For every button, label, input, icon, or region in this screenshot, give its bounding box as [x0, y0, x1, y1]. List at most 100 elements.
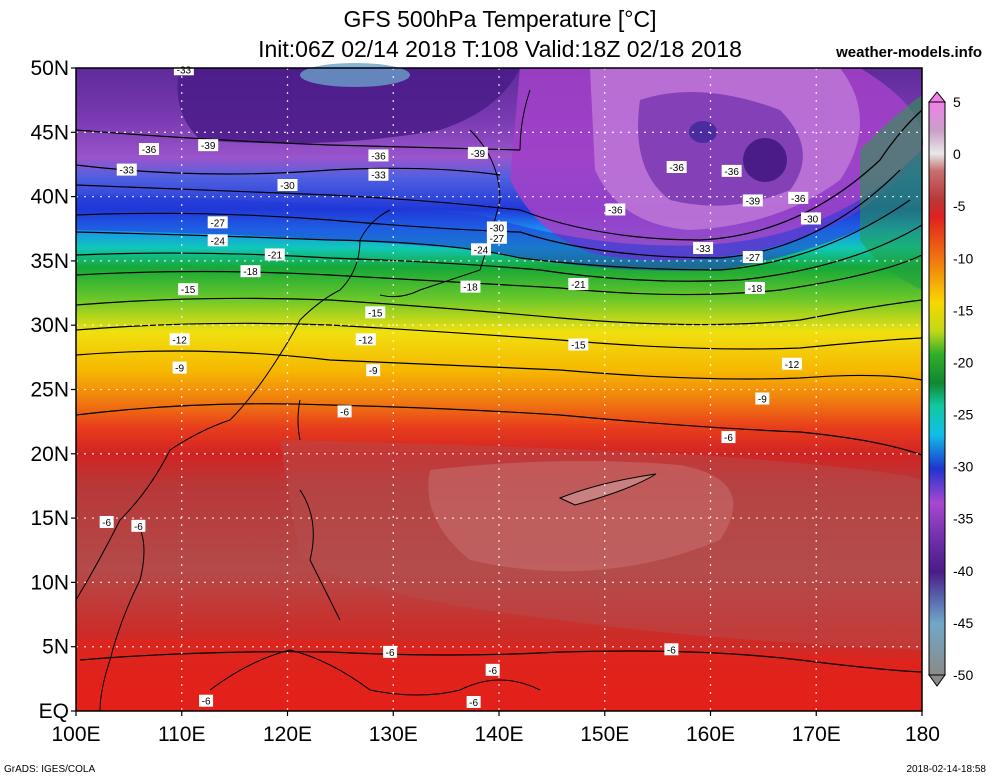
northern-cold-band — [177, 68, 520, 144]
colorbar-label: -40 — [953, 563, 973, 579]
contour-label-box — [693, 242, 714, 255]
colorbar-bottom-arrow — [928, 674, 946, 687]
contour-label-text: -21 — [268, 250, 283, 261]
colorbar-label: -20 — [953, 354, 973, 370]
philippines-coastline — [299, 489, 341, 621]
colorbar-label: -30 — [953, 459, 973, 475]
colorbar-label: -50 — [953, 667, 973, 683]
contour-label: -15 — [178, 283, 199, 296]
contour-label: -36 — [138, 143, 159, 156]
contour-label-box — [721, 431, 736, 444]
contour-label-text: -15 — [181, 285, 196, 296]
coastlines — [75, 89, 541, 712]
site-credit[interactable]: weather-models.info — [836, 44, 982, 61]
contour-label: -12 — [355, 333, 376, 346]
contour-label-text: -9 — [369, 366, 378, 377]
colorbar-label: -35 — [953, 511, 973, 527]
contour-label-text: -33 — [120, 166, 135, 177]
contour-label-text: -36 — [669, 163, 684, 174]
contour-label: -36 — [605, 203, 626, 216]
colorbar-label: -15 — [953, 302, 973, 318]
contour-label: -12 — [169, 333, 190, 346]
isotherm-contours — [75, 109, 923, 673]
colorbar-label: -25 — [953, 407, 973, 423]
contour-label: -15 — [568, 338, 589, 351]
contour-label-text: -24 — [474, 245, 489, 256]
lat-label: 15N — [30, 507, 69, 530]
lat-label: 25N — [30, 379, 69, 402]
contour-label-text: -6 — [134, 522, 143, 533]
contour-label: -36 — [721, 164, 742, 178]
contour-label-box — [207, 216, 228, 229]
contour-label-text: -27 — [746, 253, 761, 264]
colorbar-label: -5 — [953, 198, 966, 214]
contour-label-text: -15 — [571, 340, 586, 351]
contour-label-text: -6 — [469, 698, 478, 709]
lon-label: 130E — [369, 723, 418, 746]
contour-label-text: -33 — [177, 65, 192, 76]
maritime-continent-coastline — [209, 649, 541, 696]
lat-label: 10N — [30, 571, 69, 594]
jet-band — [76, 150, 922, 271]
isotherm-minus24 — [75, 199, 911, 271]
contour-label-text: -12 — [172, 335, 187, 346]
lat-label: 30N — [30, 314, 69, 337]
lon-label: 140E — [474, 723, 523, 746]
contour-label-box — [131, 519, 146, 532]
contour-label-text: -36 — [371, 151, 386, 162]
contour-label-box — [460, 280, 481, 293]
contour-label: -24 — [471, 243, 492, 256]
isotherm-minus18 — [75, 254, 923, 296]
lon-label: 180 — [905, 723, 940, 746]
contour-label: -39 — [467, 146, 488, 160]
lat-label: 35N — [30, 250, 69, 273]
taiwan-coastline — [297, 399, 301, 441]
contour-label: -36 — [788, 191, 809, 205]
longitude-axis: 100E 110E 120E 130E 140E 150E 160E 170E 180 — [51, 711, 940, 746]
latitude-axis: 50N 45N 40N 35N 30N 25N 20N 15N 10N 5N EQ — [30, 57, 76, 723]
contour-label-text: -6 — [724, 433, 733, 444]
contour-label: -9 — [172, 361, 187, 375]
contour-label-text: -6 — [386, 648, 395, 659]
contour-label-text: -39 — [471, 149, 486, 160]
contour-label-box — [788, 191, 809, 204]
contour-label-box — [116, 163, 137, 176]
isotherm-minus12 — [75, 322, 923, 350]
contour-label-box — [744, 281, 765, 294]
colorbar-labels: 5 0 -5 -10 -15 -20 -25 -30 -35 -40 -45 -50 — [953, 94, 973, 683]
contour-label-text: -36 — [608, 205, 623, 216]
generation-timestamp: 2018-02-14-18:58 — [906, 764, 986, 775]
contour-label-box — [742, 251, 763, 264]
credit-grads: GrADS: IGES/COLA — [4, 764, 96, 775]
lat-label: 5N — [42, 636, 69, 659]
contour-label-text: -6 — [202, 697, 211, 708]
lon-label: 110E — [158, 723, 206, 746]
coldest-pocket — [300, 63, 410, 87]
contour-label: -6 — [466, 695, 481, 709]
contour-label: -18 — [744, 281, 765, 295]
contour-label-box — [368, 149, 389, 162]
contour-label-text: -18 — [243, 267, 258, 278]
contour-label-text: -12 — [359, 335, 374, 346]
contour-label: -12 — [781, 357, 802, 371]
contour-label-text: -12 — [785, 360, 800, 371]
cold-core-secondary — [689, 121, 717, 143]
lat-label: 50N — [30, 57, 69, 80]
isotherm-minus6 — [75, 403, 923, 456]
contour-label-text: -27 — [210, 218, 225, 229]
contour-label: -33 — [173, 63, 194, 76]
contour-label-box — [199, 694, 214, 707]
isotherm-minus36 — [75, 129, 521, 151]
contour-label-box — [366, 364, 381, 377]
contour-label-text: -24 — [210, 236, 225, 247]
contour-label: -6 — [383, 645, 398, 659]
contour-label-layer: -33-36 -39-33-30-36-33-39-36 -36-39 -36-36-… — [99, 63, 821, 709]
map-graticule — [76, 68, 922, 711]
contour-label-box — [781, 357, 802, 370]
contour-label-box — [383, 645, 398, 658]
contour-label-text: -36 — [142, 145, 157, 156]
contour-label: -9 — [366, 364, 381, 377]
contour-label-box — [240, 265, 261, 278]
contour-label-text: -27 — [490, 234, 505, 245]
contour-label-text: -30 — [280, 181, 295, 192]
